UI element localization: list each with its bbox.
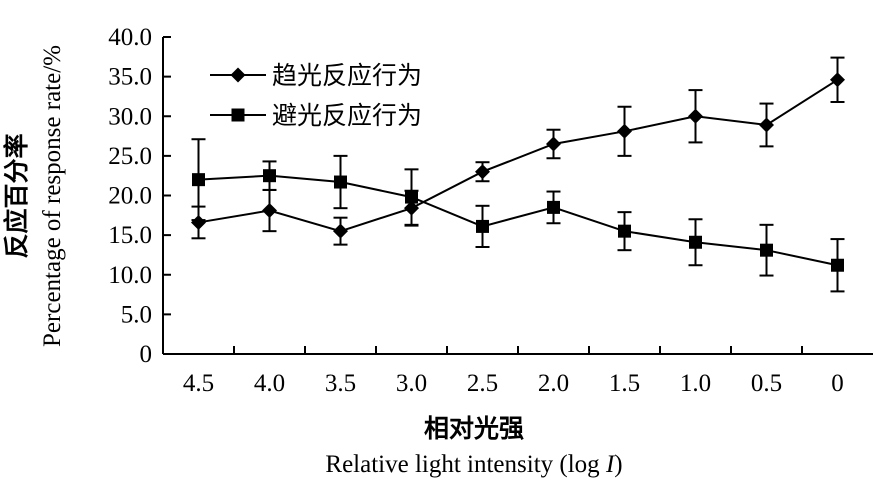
y-tick-label: 5.0 <box>121 301 152 328</box>
series-line <box>198 174 838 267</box>
data-point <box>759 117 774 133</box>
x-axis-title-en: Relative light intensity (log I) <box>325 451 622 478</box>
series-2 <box>191 138 845 293</box>
x-tick-label: 1.5 <box>609 370 640 397</box>
data-point <box>617 123 632 139</box>
x-tick-label: 2.5 <box>467 370 498 397</box>
data-point <box>688 108 703 124</box>
data-point <box>760 243 773 257</box>
y-tick-label: 20.0 <box>108 183 152 210</box>
data-point <box>618 224 631 238</box>
x-tick-label: 0.5 <box>751 370 782 397</box>
data-point <box>547 200 560 214</box>
legend-marker <box>230 67 246 83</box>
data-point <box>476 219 489 233</box>
data-point <box>334 175 347 189</box>
x-axis-title-en-var: I <box>605 451 616 478</box>
x-tick-label: 0 <box>831 370 844 397</box>
y-tick-label: 30.0 <box>108 103 152 130</box>
series-line <box>198 78 839 233</box>
data-point <box>689 235 702 249</box>
x-tick-label: 4.5 <box>183 370 214 397</box>
x-axis-title-en-end: ) <box>614 451 622 478</box>
y-axis-title-en: Percentage of response rate/% <box>39 45 66 347</box>
x-tick-label: 2.0 <box>538 370 569 397</box>
legend-entry-1: 趋光反应行为 <box>210 61 422 90</box>
data-point <box>192 173 205 187</box>
x-tick-label: 4.0 <box>254 370 285 397</box>
y-axis-title-cn: 反应百分率 <box>2 133 31 258</box>
legend-entry-2: 避光反应行为 <box>210 101 422 130</box>
data-point <box>830 72 845 88</box>
x-tick-label: 3.0 <box>396 370 427 397</box>
data-point <box>262 203 277 219</box>
y-tick-label: 40.0 <box>108 24 152 51</box>
data-point <box>405 190 418 204</box>
x-tick-label: 1.0 <box>680 370 711 397</box>
y-tick-label: 0 <box>140 341 153 368</box>
x-axis-title-cn: 相对光强 <box>424 414 524 443</box>
axes: 0 5.0 10.0 15.0 20.0 25.0 30.0 35.0 40.0 4.5 4.0 3.… <box>108 24 873 397</box>
y-tick-label: 35.0 <box>108 64 152 91</box>
legend-label: 避光反应行为 <box>272 101 422 130</box>
data-point <box>546 136 561 152</box>
data-point <box>831 258 844 272</box>
legend-marker <box>231 108 245 122</box>
series-layer <box>191 56 845 293</box>
legend-label: 趋光反应行为 <box>272 61 422 90</box>
data-point <box>263 169 276 183</box>
x-tick-label: 3.5 <box>325 370 356 397</box>
y-tick-label: 10.0 <box>108 262 152 289</box>
y-tick-label: 25.0 <box>108 143 152 170</box>
x-axis-title-en-text: Relative light intensity (log <box>325 451 606 478</box>
y-tick-label: 15.0 <box>108 222 152 249</box>
data-point <box>191 214 206 230</box>
data-point <box>475 164 490 180</box>
data-point <box>333 223 348 239</box>
